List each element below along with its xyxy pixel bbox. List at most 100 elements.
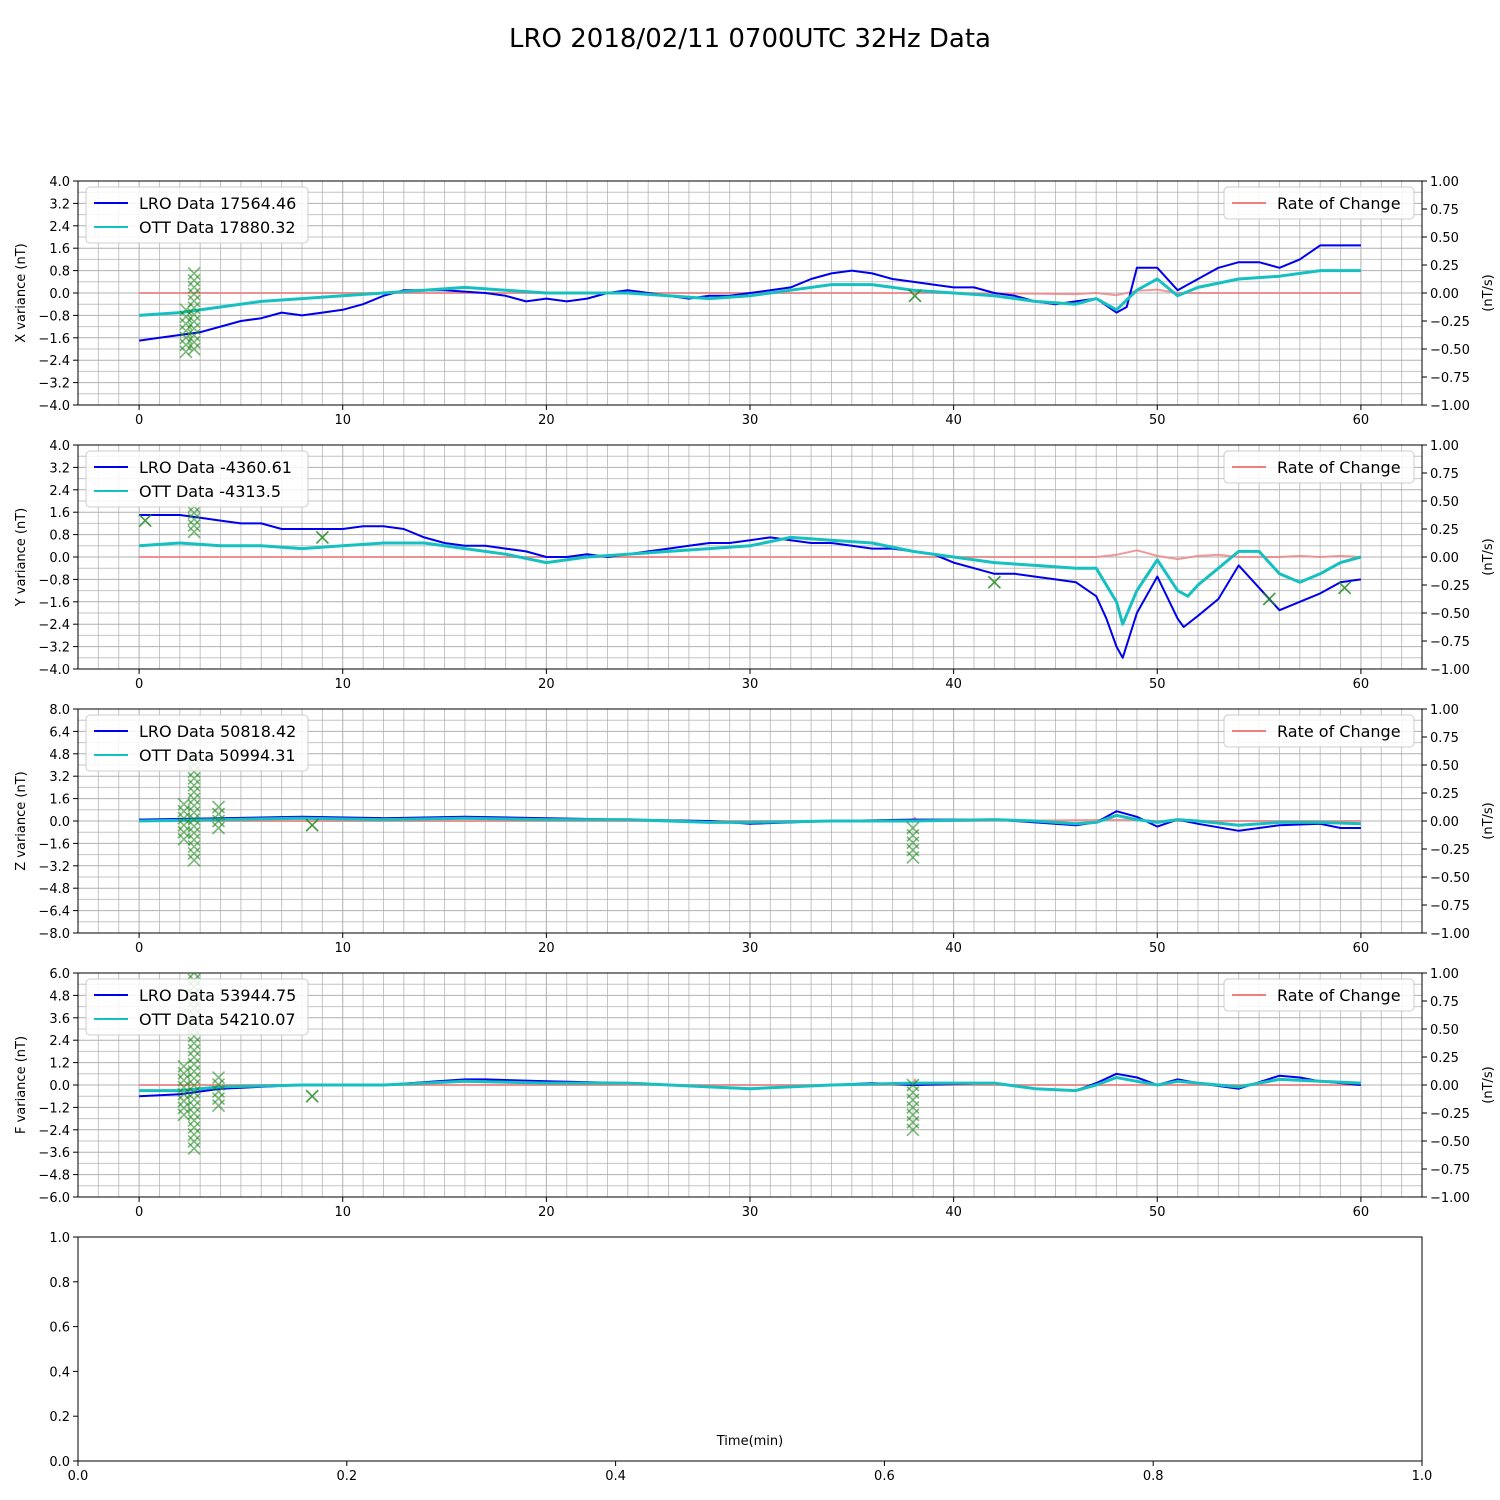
x-tick-label: 30 (742, 413, 759, 428)
legend-label-lro: LRO Data -4360.61 (139, 458, 292, 477)
x-tick-label: 0.2 (336, 1469, 357, 1484)
spike-marker (211, 1070, 226, 1085)
legend-box (1223, 186, 1415, 220)
y-axis-label-right: (nT/s) (1481, 1066, 1496, 1103)
spike-marker (187, 819, 201, 833)
y-tick-label-right: 1.00 (1430, 439, 1459, 454)
x-tick-label: 30 (742, 941, 759, 956)
series-line-ott (138, 269, 1361, 317)
legend-label-ott: OTT Data 54210.07 (139, 1010, 296, 1029)
y-tick-label: 3.2 (49, 197, 70, 212)
x-tick-label: 50 (1149, 413, 1166, 428)
y-tick-label: 6.0 (49, 967, 70, 982)
y-tick-label-right: −0.50 (1430, 871, 1470, 886)
y-tick-label: 6.4 (49, 725, 70, 740)
spike-marker (187, 512, 201, 526)
y-tick-label: 3.6 (49, 1012, 70, 1027)
series-line-ott (139, 1076, 1361, 1093)
y-tick-label-right: −1.00 (1430, 663, 1470, 678)
y-axis-left: −8.0 −6.4 −4.8 −3.2 −1.6 0.0 1.6 3.2 4.8 6.4 8.0 (38, 703, 78, 942)
y-axis-left: 0.0 0.2 0.4 0.6 0.8 1.0 (49, 1231, 78, 1470)
legend-box (85, 714, 309, 772)
x-tick-label: 40 (945, 941, 962, 956)
x-tick-label: 10 (334, 677, 351, 692)
series-line-lro (138, 244, 1361, 342)
y-tick-label-right: −1.00 (1430, 927, 1470, 942)
spike-marker (987, 575, 1001, 589)
spike-marker (138, 514, 152, 528)
y-tick-label-right: 0.25 (1430, 787, 1459, 802)
x-tick-label: 50 (1149, 677, 1166, 692)
data-layer (138, 500, 1362, 659)
legend-label-lro: LRO Data 17564.46 (139, 194, 296, 213)
legend-right: Rate of Change (1223, 978, 1415, 1012)
series-line-rate (139, 1078, 1361, 1086)
spike-marker (187, 792, 201, 806)
y-tick-label-right: 0.00 (1430, 551, 1459, 566)
panel-3: 0 10 20 30 40 50 60 −8.0 −6.4 −4.8 −3.2 −1.6 0.0 1.6 3… (14, 703, 1496, 956)
legend-label-lro: LRO Data 50818.42 (139, 722, 296, 741)
y-tick-label: 0.8 (49, 529, 70, 544)
y-axis-label-right: (nT/s) (1481, 802, 1496, 839)
x-axis: 0.0 0.2 0.4 0.6 0.8 1.0 (68, 1461, 1432, 1484)
y-axis-label: Z variance (nT) (14, 771, 29, 870)
y-tick-label: −1.6 (38, 596, 70, 611)
y-tick-label-right: −0.75 (1430, 1163, 1470, 1178)
x-axis-label: Time(min) (716, 1434, 783, 1449)
spike-marker (211, 1091, 226, 1106)
y-tick-label: 4.8 (49, 989, 70, 1004)
spike-marker (906, 1078, 920, 1092)
y-tick-label: 0.0 (49, 287, 70, 302)
y-tick-label-right: 0.00 (1430, 287, 1459, 302)
legend-left: LRO Data 53944.75 OTT Data 54210.07 (85, 978, 309, 1036)
spike-marker (187, 266, 201, 280)
y-tick-label: −2.4 (38, 354, 70, 369)
legend-left: LRO Data 50818.42 OTT Data 50994.31 (85, 714, 309, 772)
legend-box (85, 978, 309, 1036)
y-tick-label-right: −0.50 (1430, 607, 1470, 622)
legend-label-ott: OTT Data 50994.31 (139, 746, 296, 765)
spike-marker (906, 821, 920, 835)
panel-1: 0 10 20 30 40 50 60 −4.0 −3.2 −2.4 −1.6 −0.8 0.0 0.8 1… (14, 175, 1496, 428)
panel-4: 0 10 20 30 40 50 60 −6.0 −4.8 −3.6 −2.4 −1.2 0.0 1.2 2… (14, 967, 1496, 1220)
spike-marker (187, 525, 201, 539)
x-tick-label: 30 (742, 1205, 759, 1220)
y-tick-label: 0.8 (49, 1276, 70, 1291)
x-tick-label: 10 (334, 1205, 351, 1220)
legend-right: Rate of Change (1223, 186, 1415, 220)
spike-marker (315, 530, 329, 544)
y-axis-label: Y variance (nT) (14, 508, 29, 608)
y-tick-label: 1.6 (49, 506, 70, 521)
y-tick-label: 0.0 (49, 815, 70, 830)
y-tick-label-right: −0.50 (1430, 1135, 1470, 1150)
y-tick-label: 2.4 (49, 1034, 70, 1049)
x-tick-label: 10 (334, 413, 351, 428)
y-tick-label: 4.0 (49, 439, 70, 454)
spike-marker (187, 1120, 201, 1134)
y-tick-label-right: −0.75 (1430, 371, 1470, 386)
y-tick-label-right: 0.25 (1430, 523, 1459, 538)
x-tick-label: 0 (135, 413, 143, 428)
figure-title: LRO 2018/02/11 0700UTC 32Hz Data (508, 24, 991, 54)
y-tick-label: 1.6 (49, 242, 70, 257)
series-line-ott (138, 535, 1362, 626)
x-tick-label: 0 (135, 1205, 143, 1220)
legend-label-rate: Rate of Change (1277, 722, 1401, 741)
legend-box (85, 450, 309, 508)
legend-label-rate: Rate of Change (1277, 986, 1401, 1005)
spike-marker (187, 280, 201, 294)
x-tick-label: 50 (1149, 941, 1166, 956)
y-tick-label-right: −0.25 (1430, 1107, 1470, 1122)
y-tick-label-right: −1.00 (1430, 1191, 1470, 1206)
y-tick-label-right: 0.75 (1430, 995, 1459, 1010)
spike-marker (908, 289, 922, 303)
x-tick-label: 60 (1353, 413, 1370, 428)
y-axis-left: −6.0 −4.8 −3.6 −2.4 −1.2 0.0 1.2 2.4 3.6 4.8 6.0 (38, 967, 78, 1206)
y-tick-label-right: −1.00 (1430, 399, 1470, 414)
spike-marker (187, 287, 201, 301)
y-tick-label: −4.8 (38, 882, 70, 897)
y-tick-label-right: −0.25 (1430, 579, 1470, 594)
y-tick-label: 3.2 (49, 461, 70, 476)
y-tick-label-right: 0.50 (1430, 759, 1459, 774)
